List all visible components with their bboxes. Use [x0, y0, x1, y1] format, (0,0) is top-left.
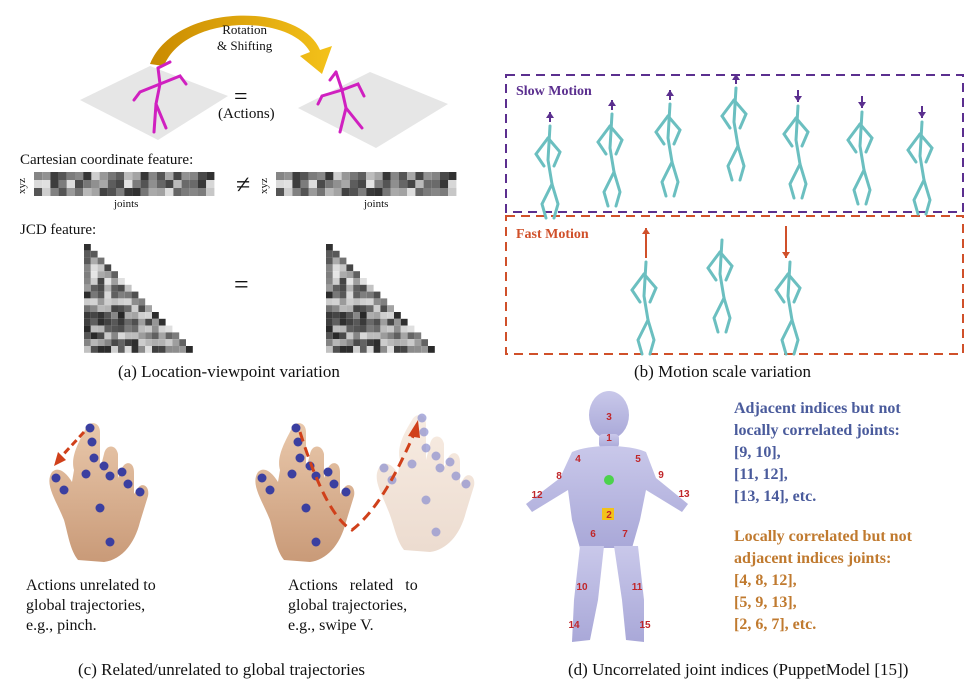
swipe-v-arrow-icon: [298, 431, 416, 532]
cartesian-feature-label: Cartesian coordinate feature:: [20, 152, 194, 168]
joints-label-left: joints: [114, 198, 139, 210]
slow-arrow-down-icon: [858, 96, 866, 108]
caption-a: (a) Location-viewpoint variation: [118, 362, 340, 381]
slow-skeleton-icon: [720, 86, 748, 182]
slow-arrow-up-icon: [608, 100, 616, 110]
joint-number-label: 7: [622, 529, 628, 540]
caption-c: (c) Related/unrelated to global trajecto…: [78, 660, 365, 679]
slow-skeleton-icon: [534, 124, 562, 220]
joint-number-label: 12: [531, 490, 543, 501]
joint-number-label: 10: [576, 582, 588, 593]
joint-number-label: 9: [658, 470, 664, 481]
joint-number-label: 13: [678, 489, 690, 500]
hand-left-icon: [49, 423, 149, 562]
hand-right-joints: [257, 423, 351, 547]
related-text: Actions related to global trajectories, …: [288, 577, 418, 634]
slow-skeleton-icon: [596, 112, 624, 208]
slow-arrow-up-icon: [732, 74, 740, 84]
caption-d: (d) Uncorrelated joint indices (PuppetMo…: [568, 660, 909, 679]
joint-number-label: 15: [639, 620, 651, 631]
fast-motion-skeletons: [630, 226, 802, 356]
fast-skeleton-icon: [706, 238, 734, 334]
fast-motion-label: Fast Motion: [516, 227, 589, 242]
joint-number-label: 4: [575, 454, 581, 465]
panel-a: [34, 15, 457, 353]
floor-plane-right: [298, 72, 448, 148]
hand-ghost-icon: [376, 415, 475, 552]
slow-skeleton-icon: [782, 104, 810, 200]
joint-number-label: 1: [606, 433, 612, 444]
xyz-label-right: xyz: [257, 178, 270, 194]
slow-arrow-down-icon: [918, 106, 926, 118]
joint-number-label: 3: [606, 412, 612, 423]
joint-number-label: 6: [590, 529, 596, 540]
puppet-joint2-marker: [602, 508, 614, 520]
rotation-label: Rotation & Shifting: [217, 22, 273, 53]
joint-number-label: 14: [568, 620, 580, 631]
slow-arrow-down-icon: [794, 90, 802, 102]
slow-motion-label: Slow Motion: [516, 84, 592, 99]
equals-sign-top: =: [234, 84, 248, 110]
joint-number-label: 5: [635, 454, 641, 465]
jcd-triangle-right: [326, 244, 435, 353]
unrelated-text: Actions unrelated to global trajectories…: [26, 577, 156, 634]
slow-motion-box: [505, 74, 964, 213]
rotation-arrow-icon: [150, 15, 332, 74]
caption-b: (b) Motion scale variation: [634, 362, 812, 381]
jcd-triangle-left: [84, 244, 193, 353]
hand-left-joints: [51, 423, 145, 547]
slow-motion-skeletons: [534, 74, 934, 220]
hand-right-icon: [255, 423, 355, 562]
fast-arrow-up-icon: [642, 228, 650, 258]
floor-plane-left: [80, 66, 228, 140]
jcd-feature-label: JCD feature:: [20, 222, 97, 238]
fast-skeleton-icon: [774, 260, 802, 356]
puppet-center-marker: [604, 475, 614, 485]
xyz-label-left: xyz: [15, 178, 28, 194]
puppet-body-icon: [526, 391, 688, 642]
hand-ghost-joints: [379, 413, 471, 537]
fast-motion-box: [505, 215, 964, 355]
pinch-arrow-icon: [58, 430, 86, 460]
correlated-not-adjacent-text: Locally correlated but not adjacent indi…: [734, 528, 912, 633]
skeleton-left-icon: [132, 60, 188, 134]
pinch-arrowhead-icon: [54, 452, 66, 466]
slow-skeleton-icon: [846, 110, 874, 206]
fast-skeleton-icon: [630, 260, 658, 356]
slow-arrow-up-icon: [666, 90, 674, 100]
slow-skeleton-icon: [654, 102, 682, 198]
actions-label: (Actions): [218, 106, 275, 122]
panel-c: [49, 413, 475, 562]
joint-number-label: 8: [556, 471, 562, 482]
joint-number-label: 11: [632, 582, 643, 593]
joint-number-label: 2: [606, 510, 612, 521]
swipe-v-arrowhead-icon: [408, 420, 420, 438]
equals-sign-jcd: =: [234, 270, 249, 299]
slow-arrow-up-icon: [546, 112, 554, 122]
cartesian-strip-right: [276, 172, 457, 196]
panel-b: [505, 74, 964, 356]
joints-label-right: joints: [364, 198, 389, 210]
slow-skeleton-icon: [906, 120, 934, 216]
skeleton-right-icon: [316, 70, 366, 134]
cartesian-strip-left: [34, 172, 215, 196]
not-equal-sign: ≠: [236, 170, 251, 199]
fast-arrow-down-icon: [782, 226, 790, 258]
adjacent-not-correlated-text: Adjacent indices but not locally correla…: [734, 400, 901, 505]
